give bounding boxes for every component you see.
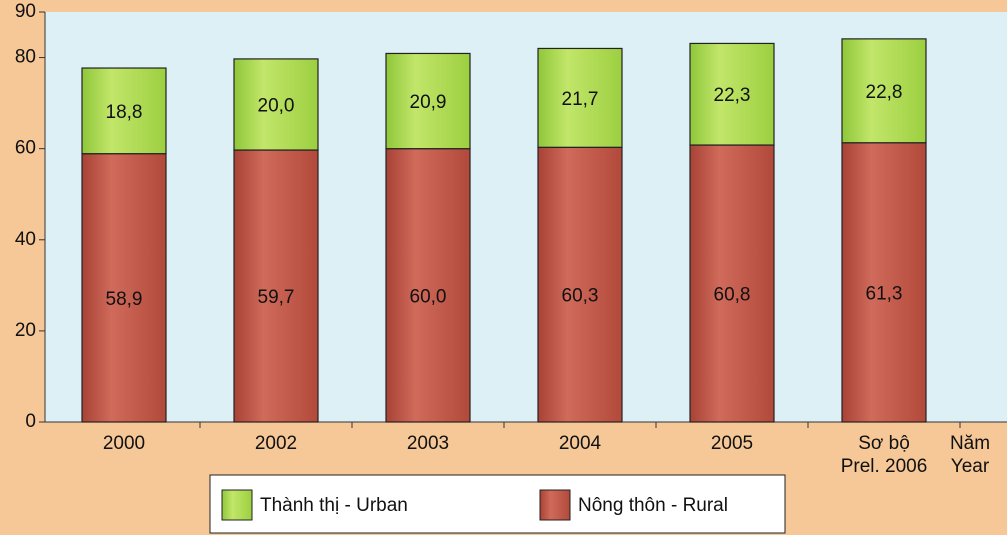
value-label: 18,8 [106,102,143,123]
value-label: 22,8 [866,82,903,103]
value-label: 20,9 [410,92,447,113]
bar-segment [385,52,471,150]
y-tick-label: 80 [15,47,36,68]
bar-segment [689,144,775,423]
bar-segment [537,47,623,148]
value-label: 60,3 [562,286,599,307]
x-tick-label: Sơ bộ Prel. 2006 [840,433,928,477]
bar-segment [233,58,319,151]
y-tick-label: 40 [15,229,36,250]
value-label: 58,9 [106,289,143,310]
x-tick-label: 2000 [102,433,146,454]
bar-segment [81,153,167,423]
y-tick-label: 0 [25,411,36,432]
bar-segment [689,42,775,146]
y-tick-label: 90 [15,1,36,22]
bar-segment [841,142,927,423]
value-label: 60,0 [410,286,447,307]
bar-segment [385,148,471,423]
x-tick-label: 2002 [254,433,298,454]
y-tick-label: 60 [15,138,36,159]
legend-swatch [539,489,571,521]
value-label: 22,3 [714,85,751,106]
y-tick-label: 20 [15,320,36,341]
value-label: 20,0 [258,95,295,116]
value-label: 59,7 [258,287,295,308]
bar-segment [537,146,623,423]
value-label: 61,3 [866,283,903,304]
x-axis-label: Năm Year [949,433,991,477]
bar-segment [841,38,927,144]
x-tick-label: 2004 [558,433,602,454]
legend-label: Thành thị - Urban [260,495,408,516]
bar-segment [233,149,319,423]
value-label: 60,8 [714,285,751,306]
legend [209,474,786,534]
x-tick-label: 2005 [710,433,754,454]
value-label: 21,7 [562,89,599,110]
bar-segment [81,67,167,155]
legend-swatch [221,489,253,521]
legend-label: Nông thôn - Rural [578,495,728,516]
x-tick-label: 2003 [406,433,450,454]
